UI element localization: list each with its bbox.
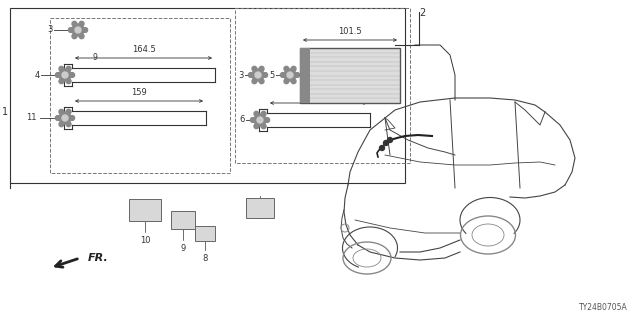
- Bar: [195, 226, 215, 241]
- Circle shape: [287, 72, 293, 78]
- Text: 159: 159: [131, 88, 147, 97]
- Circle shape: [62, 115, 68, 121]
- Bar: [246, 198, 274, 218]
- Circle shape: [72, 21, 77, 26]
- Circle shape: [259, 66, 264, 71]
- Bar: [171, 211, 195, 229]
- Circle shape: [387, 138, 392, 142]
- Circle shape: [59, 66, 64, 71]
- Circle shape: [59, 112, 71, 124]
- Circle shape: [383, 140, 388, 146]
- Circle shape: [252, 69, 264, 81]
- Circle shape: [254, 124, 259, 129]
- Text: 2: 2: [419, 8, 425, 18]
- Circle shape: [291, 66, 296, 71]
- Text: 10: 10: [140, 236, 150, 245]
- Circle shape: [252, 79, 257, 84]
- Circle shape: [59, 79, 64, 84]
- Circle shape: [252, 66, 257, 71]
- Circle shape: [70, 73, 75, 77]
- Circle shape: [59, 122, 64, 127]
- Text: 3: 3: [239, 70, 244, 79]
- Circle shape: [56, 73, 60, 77]
- Text: 11: 11: [26, 114, 37, 123]
- Text: 3: 3: [47, 26, 53, 35]
- Circle shape: [257, 117, 263, 123]
- Circle shape: [66, 66, 71, 71]
- Text: 4: 4: [35, 70, 40, 79]
- Circle shape: [261, 111, 266, 116]
- Circle shape: [75, 27, 81, 33]
- Text: 101.5: 101.5: [338, 27, 362, 36]
- Circle shape: [380, 146, 385, 150]
- Circle shape: [263, 73, 268, 77]
- Bar: [129, 199, 161, 221]
- Text: 5: 5: [269, 70, 275, 79]
- Bar: [50, 18, 230, 173]
- Text: FR.: FR.: [88, 253, 109, 263]
- Bar: [300, 48, 310, 103]
- Circle shape: [255, 72, 261, 78]
- Circle shape: [59, 109, 64, 114]
- Circle shape: [295, 73, 300, 77]
- Bar: [235, 8, 410, 163]
- Circle shape: [265, 117, 269, 122]
- Circle shape: [59, 69, 71, 81]
- Circle shape: [72, 24, 84, 36]
- Circle shape: [280, 73, 285, 77]
- Circle shape: [70, 116, 75, 120]
- Text: 9: 9: [93, 53, 97, 62]
- Circle shape: [62, 72, 68, 78]
- Circle shape: [66, 122, 71, 127]
- Circle shape: [284, 69, 296, 81]
- Circle shape: [56, 116, 60, 120]
- Text: 1: 1: [2, 107, 8, 117]
- Circle shape: [79, 34, 84, 39]
- Circle shape: [284, 79, 289, 84]
- Circle shape: [83, 28, 88, 32]
- Circle shape: [254, 114, 266, 126]
- Circle shape: [250, 117, 255, 122]
- Text: 164.5: 164.5: [132, 45, 156, 54]
- Text: 9: 9: [180, 244, 186, 253]
- Circle shape: [68, 28, 73, 32]
- Bar: [300, 48, 400, 103]
- Circle shape: [291, 79, 296, 84]
- Circle shape: [66, 109, 71, 114]
- Text: 110: 110: [310, 90, 326, 99]
- Circle shape: [66, 79, 71, 84]
- Circle shape: [72, 34, 77, 39]
- Text: TY24B0705A: TY24B0705A: [579, 303, 628, 312]
- Circle shape: [284, 66, 289, 71]
- Text: 8: 8: [202, 254, 208, 263]
- Circle shape: [254, 111, 259, 116]
- Circle shape: [79, 21, 84, 26]
- Bar: [10, 8, 405, 183]
- Circle shape: [248, 73, 253, 77]
- Text: 7: 7: [257, 200, 262, 209]
- Circle shape: [261, 124, 266, 129]
- Text: 6: 6: [239, 116, 245, 124]
- Circle shape: [259, 79, 264, 84]
